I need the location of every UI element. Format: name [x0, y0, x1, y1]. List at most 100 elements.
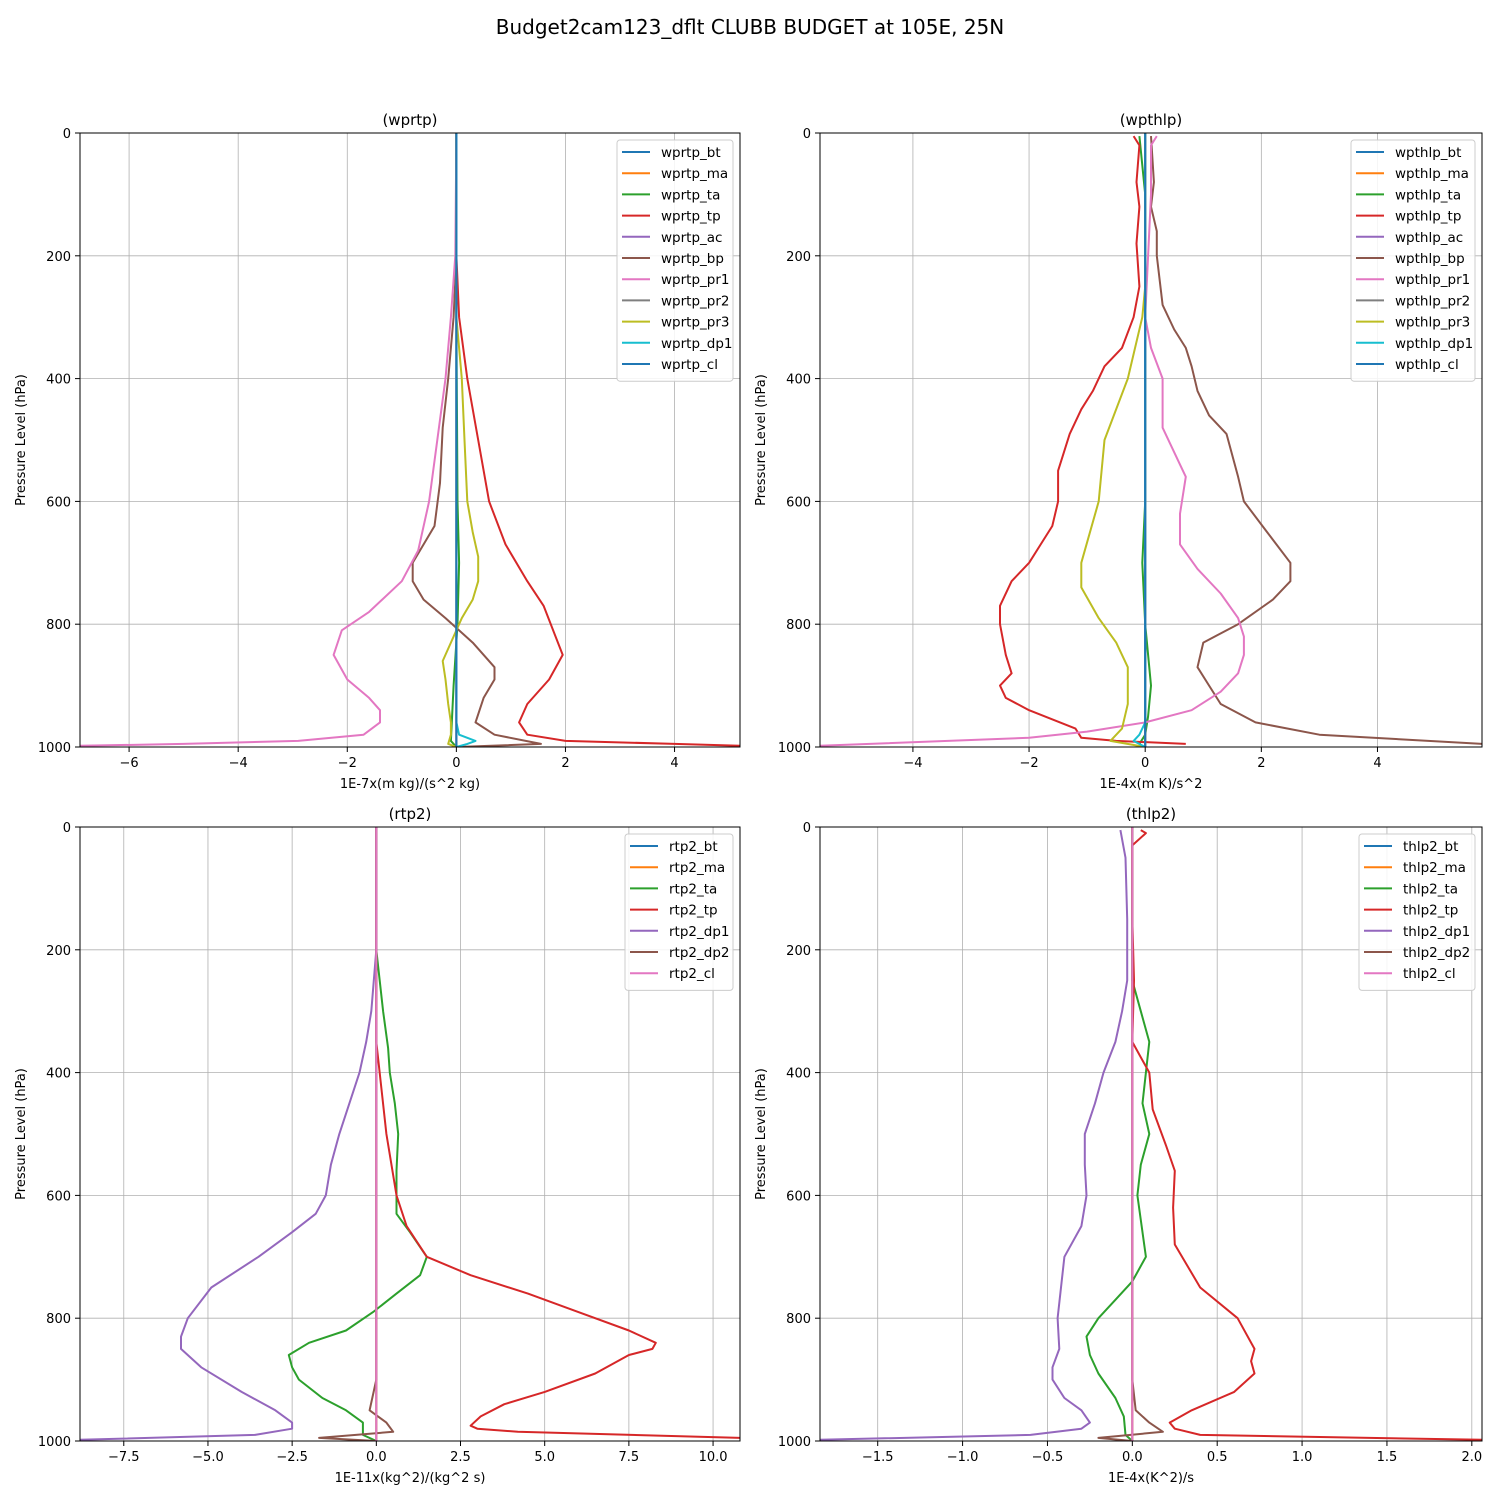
x-tick-label: −2: [338, 756, 357, 771]
series-line-wpthlp_tp: [999, 135, 1186, 745]
y-tick-label: 600: [46, 1189, 71, 1204]
y-tick-label: 200: [46, 944, 71, 959]
legend-entry: wpthlp_pr1: [1395, 272, 1470, 288]
x-tick-label: −1.0: [947, 1450, 979, 1465]
series-line-wprtp_tp: [455, 133, 740, 747]
y-tick-label: 600: [786, 1189, 811, 1204]
y-tick-label: 800: [46, 618, 71, 633]
series-group: [820, 827, 1482, 1441]
y-axis-label: Pressure Level (hPa): [14, 1068, 29, 1200]
y-tick-label: 400: [46, 373, 71, 388]
legend: wpthlp_bt wpthlp_ma wpthlp_ta wpthlp_tpwpth…: [1350, 139, 1476, 382]
y-tick-label: 1000: [38, 1435, 71, 1450]
panel-1: −4 −2 0 2 4 0 200 400 600 800 1000 (wpthlp) 1E-4x(m …: [754, 111, 1483, 792]
panel-3: −1.5 −1.0 −0.5 0.0 0.5 1.0 1.5 2.0 0 200 400 600 800…: [754, 805, 1483, 1486]
x-axis-label: 1E-4x(m K)/s^2: [1100, 777, 1203, 792]
legend-entry: thlp2_ma: [1403, 860, 1466, 876]
y-tick-label: 400: [786, 373, 811, 388]
legend-entry: wprtp_pr3: [661, 315, 729, 331]
legend-entry: wpthlp_bt: [1395, 145, 1461, 161]
legend-entry: wpthlp_cl: [1395, 357, 1459, 373]
legend-entry: wpthlp_bp: [1395, 251, 1465, 267]
legend-entry: rtp2_dp1: [669, 924, 729, 940]
x-tick-label: 2: [1257, 756, 1265, 771]
legend-entry: wprtp_bt: [661, 145, 721, 161]
x-axis-label: 1E-4x(K^2)/s: [1108, 1471, 1194, 1486]
legend: thlp2_bt thlp2_ma thlp2_ta thlp2_tp thlp2_dp…: [1358, 833, 1476, 991]
y-tick-label: 200: [46, 250, 71, 265]
series-line-wprtp_pr1: [80, 133, 458, 747]
legend-entry: wprtp_ma: [661, 166, 728, 182]
x-tick-label: 0.5: [1207, 1450, 1228, 1465]
x-tick-label: 0.0: [366, 1450, 387, 1465]
legend-entry: wprtp_tp: [661, 209, 721, 225]
y-tick-label: 800: [786, 1312, 811, 1327]
legend-entry: thlp2_ta: [1403, 881, 1458, 897]
legend-entry: rtp2_ta: [669, 881, 717, 897]
y-tick-label: 600: [46, 495, 71, 510]
panel-title: (thlp2): [1126, 805, 1176, 823]
series-line-rtp2_dp2: [318, 827, 395, 1441]
x-axis-label: 1E-11x(kg^2)/(kg^2 s): [335, 1471, 486, 1486]
x-tick-label: −0.5: [1032, 1450, 1064, 1465]
y-tick-label: 1000: [778, 741, 811, 756]
series-group: [820, 133, 1482, 747]
y-axis-label: Pressure Level (hPa): [754, 1068, 769, 1200]
x-tick-label: −5.0: [192, 1450, 224, 1465]
series-line-wprtp_dp1: [455, 133, 477, 747]
legend-entry: wpthlp_pr2: [1395, 293, 1470, 309]
x-tick-label: −2.5: [276, 1450, 308, 1465]
series-line-wpthlp_pr3: [1080, 133, 1147, 747]
legend-entry: rtp2_ma: [669, 860, 725, 876]
x-tick-label: 0.0: [1122, 1450, 1143, 1465]
panel-2: −7.5 −5.0 −2.5 0.0 2.5 5.0 7.5 10.0 0 200 400 600 80…: [14, 805, 741, 1486]
series-line-thlp2_tp: [1131, 829, 1482, 1441]
legend-entry: wpthlp_tp: [1395, 209, 1461, 225]
panel-title: (wprtp): [382, 111, 437, 129]
x-tick-label: 0: [1141, 756, 1149, 771]
legend-entry: wprtp_ac: [661, 230, 722, 246]
legend: rtp2_bt rtp2_ma rtp2_ta rtp2_tp rtp2_dp1 rtp2…: [624, 833, 734, 991]
legend-entry: thlp2_tp: [1403, 903, 1458, 919]
y-axis-label: Pressure Level (hPa): [14, 374, 29, 506]
x-tick-label: 2.0: [1461, 1450, 1482, 1465]
x-axis-label: 1E-7x(m kg)/(s^2 kg): [340, 777, 480, 792]
legend-entry: wpthlp_ma: [1395, 166, 1469, 182]
y-axis-label: Pressure Level (hPa): [754, 374, 769, 506]
legend-entry: thlp2_dp2: [1403, 945, 1470, 961]
y-tick-label: 0: [803, 821, 811, 836]
legend: wprtp_bt wprtp_ma wprtp_ta wprtp_tp wprtp_ac…: [616, 139, 734, 382]
axes-frame: [79, 132, 741, 748]
y-tick-label: 800: [46, 1312, 71, 1327]
y-tick-label: 800: [786, 618, 811, 633]
x-tick-label: 0: [452, 756, 460, 771]
x-tick-label: −1.5: [862, 1450, 894, 1465]
x-tick-label: 2: [561, 756, 569, 771]
legend-entry: thlp2_bt: [1403, 839, 1458, 855]
axes-frame: [79, 826, 741, 1442]
series-line-wpthlp_bp: [1150, 136, 1482, 745]
legend-entry: wpthlp_ac: [1395, 230, 1463, 246]
series-line-rtp2_tp: [375, 827, 740, 1439]
axes-frame: [819, 132, 1483, 748]
legend-entry: wpthlp_dp1: [1395, 336, 1473, 352]
series-line-wprtp_pr3: [441, 133, 480, 747]
x-tick-label: 4: [670, 756, 678, 771]
series-line-wpthlp_pr1: [820, 135, 1245, 747]
x-tick-label: −4: [229, 756, 248, 771]
y-tick-label: 400: [46, 1067, 71, 1082]
legend-entry: wprtp_dp1: [661, 336, 733, 352]
series-line-wprtp_bp: [411, 133, 542, 747]
legend-entry: wprtp_pr2: [661, 293, 729, 309]
x-tick-label: 2.5: [450, 1450, 471, 1465]
x-tick-label: −4: [903, 756, 922, 771]
series-line-thlp2_dp1: [820, 829, 1129, 1441]
series-group: [80, 133, 740, 747]
y-tick-label: 200: [786, 944, 811, 959]
legend-entry: thlp2_dp1: [1403, 924, 1470, 940]
legend-entry: rtp2_bt: [669, 839, 718, 855]
legend-entry: rtp2_cl: [669, 966, 715, 982]
y-tick-label: 0: [803, 127, 811, 142]
axes-frame: [819, 826, 1483, 1442]
